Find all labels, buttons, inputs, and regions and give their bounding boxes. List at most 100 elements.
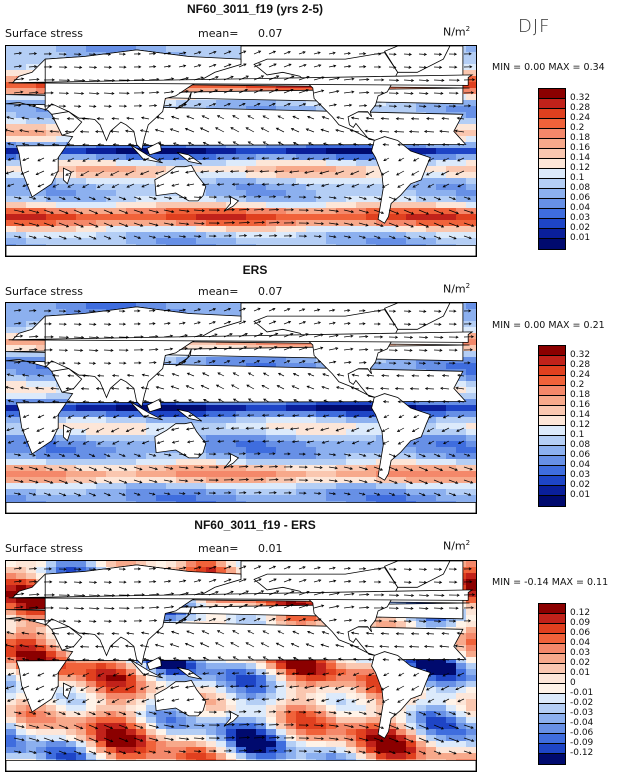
colorbar-swatch — [539, 89, 565, 99]
colorbar-tick-label: 0.18 — [570, 390, 591, 400]
colorbar-tick-label: -0.04 — [570, 718, 594, 728]
panel-1-map — [5, 45, 477, 257]
colorbar-tick-label: 0.09 — [570, 618, 591, 628]
panel-2-units: N/m2 — [443, 282, 471, 296]
panel-2-colorbar — [538, 345, 566, 507]
panel-1-colorbar — [538, 88, 566, 250]
land-masses — [6, 303, 476, 513]
colorbar-swatch — [539, 684, 565, 694]
colorbar-swatch — [539, 644, 565, 654]
colorbar-swatch — [539, 496, 565, 506]
panel-3-map — [5, 560, 477, 772]
colorbar-tick-label: 0.01 — [570, 490, 591, 500]
wind-stress-vectors — [6, 565, 476, 755]
colorbar-tick-label: 0.14 — [570, 153, 591, 163]
colorbar-tick-label: 0.14 — [570, 410, 591, 420]
colorbar-swatch — [539, 346, 565, 356]
colorbar-swatch — [539, 704, 565, 714]
panel-2-colorbar-labels: 0.32 0.28 0.24 0.2 0.18 0.16 0.14 0.12 0.1 0.08 0.… — [570, 350, 590, 500]
colorbar-swatch — [539, 614, 565, 624]
panel-1-colorbar-labels: 0.32 0.28 0.24 0.2 0.18 0.16 0.14 0.12 0.1 0.08 0.… — [570, 93, 590, 243]
colorbar-tick-label: 0.06 — [570, 193, 591, 203]
colorbar-swatch — [539, 416, 565, 426]
colorbar-swatch — [539, 129, 565, 139]
colorbar-tick-label: 0.02 — [570, 480, 591, 490]
colorbar-tick-label: 0.06 — [570, 450, 591, 460]
panel-1-mean-label: mean= — [198, 27, 239, 40]
panel-2-mean-label: mean= — [198, 285, 239, 298]
colorbar-swatch — [539, 406, 565, 416]
colorbar-tick-label: 0.08 — [570, 183, 591, 193]
colorbar-swatch — [539, 356, 565, 366]
panel-1-variable: Surface stress — [5, 27, 83, 40]
colorbar-swatch — [539, 396, 565, 406]
panel-3-mean-value: 0.01 — [258, 542, 283, 555]
colorbar-swatch — [539, 476, 565, 486]
colorbar-tick-label: 0.2 — [570, 123, 585, 133]
colorbar-swatch — [539, 119, 565, 129]
colorbar-swatch — [539, 426, 565, 436]
colorbar-tick-label: 0.12 — [570, 163, 591, 173]
panel-3-colorbar — [538, 603, 566, 765]
panel-3-units: N/m2 — [443, 539, 471, 553]
colorbar-swatch — [539, 169, 565, 179]
panel-3-min-max: MIN = -0.14 MAX = 0.11 — [492, 577, 609, 588]
colorbar-tick-label: -0.12 — [570, 748, 594, 758]
colorbar-tick-label: 0.24 — [570, 370, 591, 380]
panel-3-title: NF60_3011_f19 - ERS — [194, 518, 316, 532]
colorbar-swatch — [539, 386, 565, 396]
colorbar-swatch — [539, 456, 565, 466]
colorbar-tick-label: 0.04 — [570, 203, 591, 213]
season-label: DJF — [518, 16, 551, 37]
colorbar-tick-label: 0.02 — [570, 223, 591, 233]
colorbar-tick-label: 0.03 — [570, 213, 591, 223]
colorbar-tick-label: 0.02 — [570, 658, 591, 668]
colorbar-tick-label: 0 — [570, 678, 576, 688]
colorbar-swatch — [539, 664, 565, 674]
colorbar-swatch — [539, 714, 565, 724]
panel-2-map — [5, 302, 477, 514]
panel-1-title: NF60_3011_f19 (yrs 2-5) — [186, 2, 324, 16]
panel-1-min-max: MIN = 0.00 MAX = 0.34 — [492, 62, 605, 73]
colorbar-swatch — [539, 466, 565, 476]
panel-3-mean-label: mean= — [198, 542, 239, 555]
colorbar-swatch — [539, 199, 565, 209]
colorbar-tick-label: 0.2 — [570, 380, 585, 390]
colorbar-tick-label: 0.32 — [570, 93, 591, 103]
colorbar-tick-label: 0.16 — [570, 400, 591, 410]
colorbar-tick-label: 0.12 — [570, 420, 591, 430]
colorbar-tick-label: 0.03 — [570, 648, 591, 658]
colorbar-swatch — [539, 239, 565, 249]
colorbar-tick-label: 0.32 — [570, 350, 591, 360]
wind-stress-vectors — [6, 50, 476, 240]
colorbar-tick-label: 0.28 — [570, 360, 591, 370]
colorbar-swatch — [539, 99, 565, 109]
panel-3-colorbar-labels: 0.12 0.09 0.06 0.04 0.03 0.02 0.01 0 -0.01 -0.02-… — [570, 608, 593, 758]
colorbar-swatch — [539, 109, 565, 119]
wind-stress-vectors — [6, 307, 475, 497]
colorbar-swatch — [539, 219, 565, 229]
colorbar-tick-label: 0.24 — [570, 113, 591, 123]
colorbar-tick-label: 0.1 — [570, 173, 585, 183]
colorbar-swatch — [539, 624, 565, 634]
colorbar-tick-label: 0.08 — [570, 440, 591, 450]
colorbar-swatch — [539, 634, 565, 644]
panel-2-variable: Surface stress — [5, 285, 83, 298]
panel-2-mean-value: 0.07 — [258, 285, 283, 298]
colorbar-tick-label: 0.03 — [570, 470, 591, 480]
colorbar-tick-label: 0.1 — [570, 430, 585, 440]
colorbar-swatch — [539, 189, 565, 199]
colorbar-tick-label: 0.28 — [570, 103, 591, 113]
colorbar-tick-label: 0.16 — [570, 143, 591, 153]
colorbar-swatch — [539, 229, 565, 239]
colorbar-swatch — [539, 159, 565, 169]
panel-3-variable: Surface stress — [5, 542, 83, 555]
colorbar-swatch — [539, 694, 565, 704]
colorbar-tick-label: 0.06 — [570, 628, 591, 638]
colorbar-swatch — [539, 139, 565, 149]
colorbar-swatch — [539, 486, 565, 496]
colorbar-swatch — [539, 724, 565, 734]
panel-1-mean-value: 0.07 — [258, 27, 283, 40]
colorbar-tick-label: 0.04 — [570, 638, 591, 648]
colorbar-tick-label: -0.09 — [570, 738, 594, 748]
